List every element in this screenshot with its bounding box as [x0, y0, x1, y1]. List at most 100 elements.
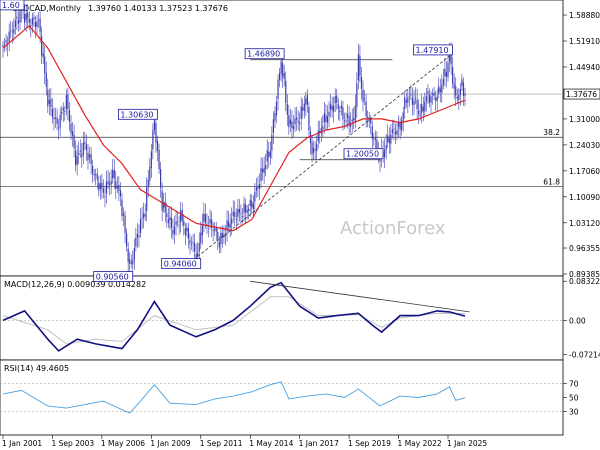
candle-body: [405, 100, 407, 103]
candle-body: [444, 68, 446, 77]
candle-body: [336, 95, 338, 103]
candle-body: [348, 116, 350, 126]
candle-body: [47, 89, 49, 107]
candle-body: [424, 101, 426, 112]
candle-body: [263, 167, 265, 173]
candle-body: [172, 229, 174, 235]
candle-body: [119, 190, 122, 197]
candle-body: [365, 101, 367, 117]
candle-body: [436, 96, 438, 101]
candle-body: [373, 139, 375, 141]
candle-body: [422, 106, 424, 112]
candle-body: [387, 135, 389, 143]
candle-body: [333, 105, 335, 112]
candle-body: [237, 209, 239, 217]
candle-body: [33, 16, 35, 20]
candle-body: [107, 181, 109, 184]
candle-body: [312, 147, 315, 153]
candle-body: [285, 80, 287, 103]
candle-body: [243, 203, 245, 214]
macd-signal-line: [2, 296, 466, 345]
main-panel: [0, 0, 564, 277]
candle-body: [232, 211, 234, 217]
annotation-label: 0.94060: [164, 260, 197, 269]
y-tick-label: 0.96355: [569, 244, 600, 253]
candle-body: [354, 105, 356, 122]
candle-body: [147, 179, 149, 188]
candle-body: [462, 82, 465, 96]
candle-body: [25, 13, 27, 21]
candle-body: [455, 86, 457, 96]
candle-body: [224, 234, 227, 237]
candle-body: [283, 72, 285, 79]
moving-average-line: [2, 24, 466, 232]
annotation-label: 0.90560: [96, 273, 129, 282]
candle-body: [240, 213, 242, 215]
candle-body: [143, 213, 145, 219]
candle-body: [322, 126, 324, 130]
annotation-label: 1.47910: [416, 46, 449, 55]
candle-body: [126, 233, 128, 247]
x-tick-label: 1 Jan 2017: [299, 439, 339, 448]
candle-body: [51, 108, 54, 117]
candle-body: [360, 76, 363, 89]
candle-body: [430, 96, 432, 103]
candle-body: [356, 83, 358, 107]
main-title: USDCAD,Monthly: [12, 4, 81, 13]
candle-body: [367, 117, 369, 118]
candle-body: [76, 156, 78, 165]
candle-body: [223, 234, 225, 238]
candle-body: [3, 43, 6, 45]
candle-body: [280, 61, 282, 74]
candle-body: [139, 219, 142, 234]
candle-body: [178, 224, 180, 226]
candle-body: [325, 115, 327, 122]
candle-body: [187, 228, 190, 239]
candle-body: [67, 94, 69, 110]
candle-body: [350, 122, 352, 127]
x-tick-label: 1 Jan 2009: [150, 439, 190, 448]
candle-body: [408, 96, 410, 98]
candle-body: [135, 238, 137, 247]
candle-body: [164, 202, 166, 213]
candle-body: [36, 21, 38, 27]
candle-body: [184, 228, 186, 235]
annotation-box: [0, 0, 25, 11]
candle-body: [75, 150, 77, 166]
candle-body: [275, 101, 278, 116]
candle-body: [64, 110, 66, 112]
candle-body: [95, 173, 97, 175]
candle-body: [248, 208, 250, 212]
candle-body: [342, 107, 344, 120]
y-tick-label: 1.58880: [569, 11, 600, 20]
annotation-box: [161, 258, 202, 269]
candle-body: [441, 84, 443, 93]
candle-body: [104, 195, 106, 197]
candle-body: [109, 183, 111, 185]
y-tick-label: 1.10090: [569, 193, 600, 202]
candle-body: [41, 35, 43, 56]
candle-body: [329, 103, 332, 110]
candle-body: [218, 241, 220, 248]
candle-body: [206, 223, 208, 225]
y-tick-label: 0.89385: [569, 270, 600, 279]
candle-body: [308, 106, 310, 131]
watermark: ActionForex: [340, 218, 446, 239]
candle-body: [411, 97, 414, 105]
candle-body: [93, 173, 95, 176]
candle-body: [266, 150, 268, 162]
candle-body: [227, 221, 230, 227]
candle-body: [144, 214, 146, 217]
rsi-panel: [0, 359, 564, 436]
rsi-layer: [0, 381, 563, 414]
candle-body: [421, 103, 423, 113]
candle-body: [370, 119, 372, 124]
rsi-y-tick-label: 30: [569, 408, 579, 417]
candle-body: [99, 183, 101, 189]
candle-body: [419, 114, 421, 116]
candle-body: [302, 107, 304, 111]
annotation-box: [244, 48, 285, 60]
candle-body: [334, 96, 336, 104]
candle-body: [371, 126, 373, 139]
